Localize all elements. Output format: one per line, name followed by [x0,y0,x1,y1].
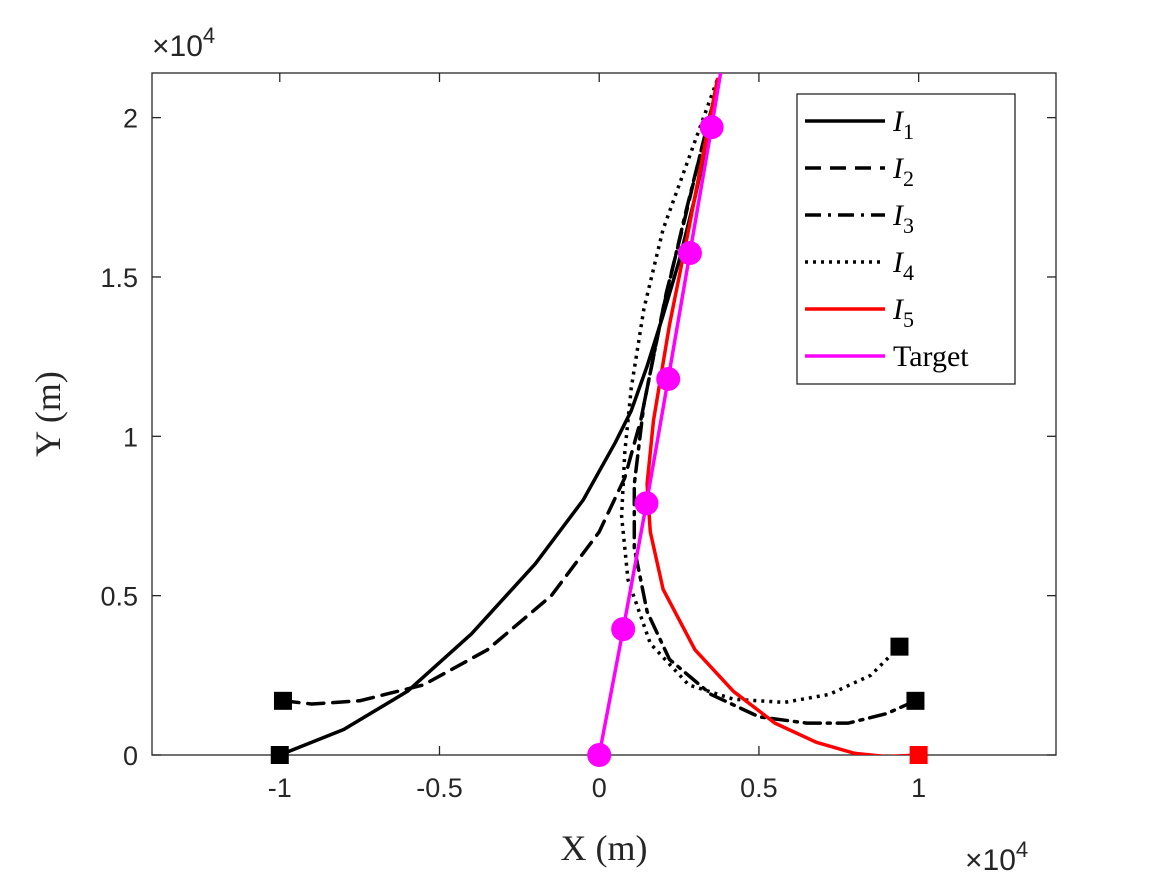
series-end-marker-i4 [890,637,909,656]
legend-label-sub: 3 [903,213,914,238]
x-exponent-label-power: 4 [1016,837,1028,862]
legend-label-base: I [892,246,905,279]
x-tick-label: 0 [592,773,607,803]
x-axis-label: X (m) [561,828,648,868]
y-exponent-label-base: ×10 [152,30,203,63]
series-line-i5 [645,77,921,755]
y-axis-label: Y (m) [28,371,68,457]
legend-label-sub: 5 [903,307,914,332]
series-line-i4 [619,78,901,705]
x-tick-label: -1 [268,773,292,803]
x-exponent-label-base: ×10 [965,844,1016,875]
series-end-marker-i1 [270,746,289,764]
target-point-marker [587,743,612,767]
target-point-marker [611,617,636,642]
axis-labels: -1 -0.5 0 0.5 100.511.52X (m)Y (m)×104×104 [28,23,1028,875]
x-tick-label: 0.5 [740,773,778,803]
y-exponent-label-power: 4 [203,23,215,48]
target-point-marker [677,241,702,266]
y-tick-label: 1 [123,422,138,452]
legend-label-base: I [892,105,905,138]
y-tick-label: 2 [123,104,138,134]
x-tick-label: -0.5 [416,773,463,803]
legend-label-i4: I4 [892,246,914,285]
legend-label-target: Target [893,340,969,373]
legend-label-sub: 1 [903,119,914,144]
y-tick-label: 1.5 [100,263,138,293]
legend-label-base: I [892,293,905,326]
legend-label-base: I [892,199,905,232]
series-end-marker-i5 [909,746,928,764]
legend-label-sub: 2 [903,166,914,191]
series-markers [270,115,928,767]
legend-label-i2: I2 [892,152,914,191]
series-line-i3 [632,83,918,725]
target-point-marker [656,366,681,391]
target-point-marker [699,115,724,140]
y-exponent-label: ×104 [152,23,215,63]
y-tick-label: 0 [123,741,138,771]
y-tick-label: 0.5 [100,582,138,612]
x-tick-label: 1 [911,773,926,803]
series-end-marker-i3 [906,691,925,710]
target-point-marker [634,491,659,516]
x-exponent-label: ×104 [965,837,1028,875]
legend-label-i3: I3 [892,199,914,238]
legend-label-i5: I5 [892,293,914,332]
legend-label-base: I [892,152,905,185]
legend-label-sub: 4 [903,260,914,285]
series-end-marker-i2 [273,691,292,710]
legend-box [796,93,1016,385]
legend-label-i1: I1 [892,105,914,144]
